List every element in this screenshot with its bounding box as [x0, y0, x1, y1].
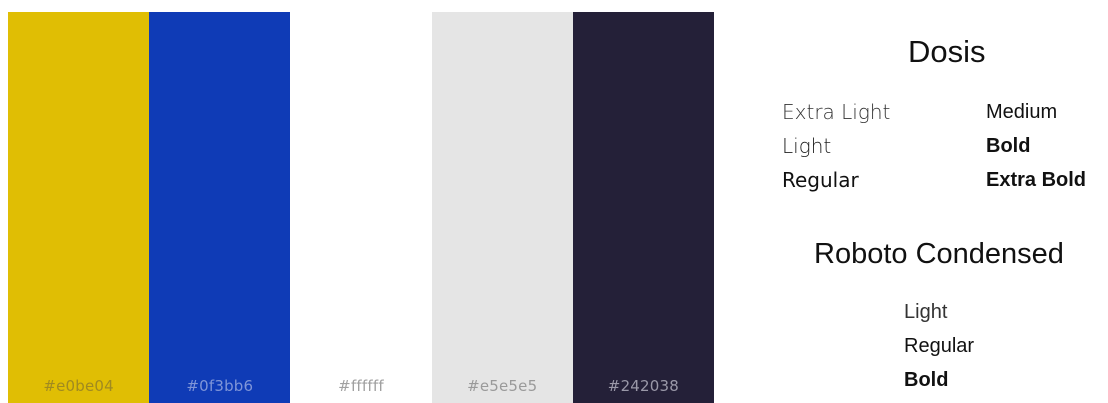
color-hex-label: #e0be04 [43, 377, 114, 395]
dosis-weight-bold: Bold [986, 135, 1031, 157]
color-hex-label: #e5e5e5 [467, 377, 538, 395]
font-name-dosis: Dosis [908, 34, 986, 69]
dosis-weight-regular: Regular [782, 168, 859, 192]
dosis-weight-light: Light [782, 134, 832, 158]
color-swatch: #ffffff [290, 12, 432, 403]
color-hex-label: #ffffff [338, 377, 384, 395]
color-hex-label: #0f3bb6 [186, 377, 254, 395]
font-name-roboto-condensed: Roboto Condensed [814, 238, 1064, 270]
roboto-weight-light: Light [904, 301, 948, 323]
dosis-weight-extra-bold: Extra Bold [986, 169, 1087, 191]
color-swatch: #242038 [572, 12, 715, 403]
color-swatch: #e5e5e5 [431, 12, 573, 403]
color-swatch: #e0be04 [8, 12, 150, 403]
color-palette: #e0be04 #0f3bb6 #ffffff #e5e5e5 #242038 [8, 12, 715, 403]
dosis-weight-extra-light: Extra Light [782, 100, 891, 124]
typography-panel: Dosis Extra Light Light Regular Medium B… [730, 0, 1108, 403]
color-hex-label: #242038 [607, 377, 680, 395]
roboto-weight-regular: Regular [904, 335, 975, 357]
dosis-weight-medium: Medium [986, 101, 1058, 123]
roboto-weight-bold: Bold [904, 369, 949, 391]
color-swatch: #0f3bb6 [149, 12, 291, 403]
